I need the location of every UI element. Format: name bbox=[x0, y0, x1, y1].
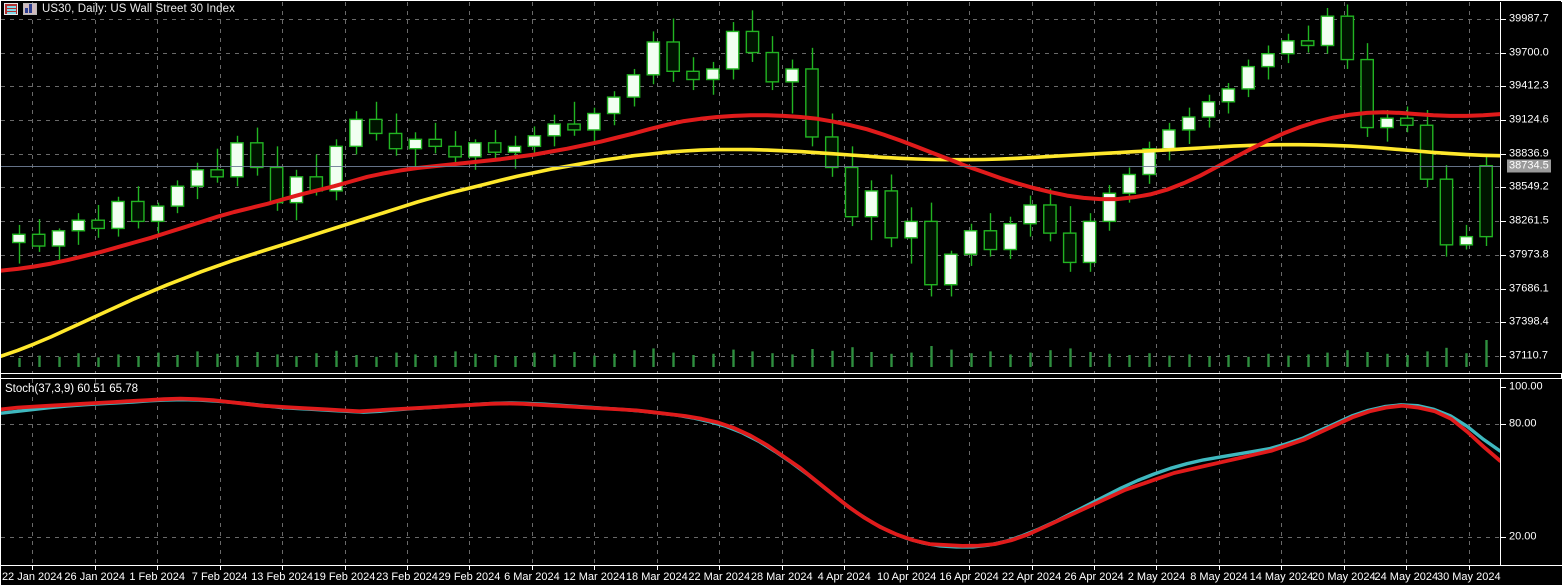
time-axis-label: 30 May 2024 bbox=[1436, 571, 1501, 583]
time-axis-divider bbox=[1, 565, 1562, 566]
price-axis-tick bbox=[1501, 255, 1506, 256]
time-axis-label: 26 Jan 2024 bbox=[64, 571, 125, 583]
time-axis-tick bbox=[594, 566, 595, 570]
price-axis-label: 38549.2 bbox=[1509, 180, 1549, 193]
price-axis-tick bbox=[1501, 289, 1506, 290]
stoch-axis-label: 80.00 bbox=[1509, 417, 1537, 430]
price-axis-label: 39987.7 bbox=[1509, 12, 1549, 25]
stoch-axis-label: 20.00 bbox=[1509, 530, 1537, 543]
price-axis-tick bbox=[1501, 120, 1506, 121]
time-axis-label: 10 Apr 2024 bbox=[876, 571, 937, 583]
time-axis-tick bbox=[1032, 566, 1033, 570]
price-plot-area[interactable] bbox=[1, 2, 1500, 373]
time-axis-label: 18 Mar 2024 bbox=[625, 571, 688, 583]
time-axis-tick bbox=[1344, 566, 1345, 570]
time-axis-tick bbox=[1156, 566, 1157, 570]
price-axis-tick bbox=[1501, 187, 1506, 188]
time-axis-tick bbox=[969, 566, 970, 570]
price-scale-axis[interactable]: 39987.7 39700.0 39412.3 39124.6 38836.9 38549… bbox=[1500, 2, 1562, 373]
time-axis-tick bbox=[657, 566, 658, 570]
time-axis-label: 22 Mar 2024 bbox=[688, 571, 751, 583]
price-axis-label: 37973.8 bbox=[1509, 248, 1549, 261]
time-axis-label: 19 Feb 2024 bbox=[313, 571, 376, 583]
price-axis-label: 39124.6 bbox=[1509, 113, 1549, 126]
price-axis-tick bbox=[1501, 356, 1506, 357]
time-axis-label: 7 Feb 2024 bbox=[191, 571, 248, 583]
time-axis-tick bbox=[719, 566, 720, 570]
stochastic-plot-area[interactable] bbox=[1, 379, 1500, 584]
time-axis-tick bbox=[1094, 566, 1095, 570]
time-axis-tick bbox=[157, 566, 158, 570]
price-axis-tick bbox=[1501, 53, 1506, 54]
price-axis-label: 38836.9 bbox=[1509, 147, 1549, 160]
time-axis-label: 26 Apr 2024 bbox=[1064, 571, 1124, 583]
time-axis-label: 24 May 2024 bbox=[1374, 571, 1439, 583]
time-axis-tick bbox=[407, 566, 408, 570]
time-axis-tick bbox=[469, 566, 470, 570]
time-axis-label: 16 Apr 2024 bbox=[939, 571, 999, 583]
time-axis-tick bbox=[345, 566, 346, 570]
time-axis-label: 29 Feb 2024 bbox=[438, 571, 501, 583]
time-axis-tick bbox=[220, 566, 221, 570]
stochastic-indicator-label: Stoch(37,3,9) 60.51 65.78 bbox=[5, 383, 138, 395]
price-axis-tick bbox=[1501, 154, 1506, 155]
price-axis-label: 39700.0 bbox=[1509, 46, 1549, 59]
time-axis-label: 20 May 2024 bbox=[1312, 571, 1376, 583]
panel-divider-bottom bbox=[1, 378, 1562, 379]
price-axis-tick bbox=[1501, 221, 1506, 222]
current-price-badge[interactable]: 38734.5 bbox=[1507, 159, 1551, 173]
price-axis-label: 37398.4 bbox=[1509, 315, 1549, 328]
time-axis-tick bbox=[782, 566, 783, 570]
stoch-axis-tick bbox=[1501, 424, 1506, 425]
time-axis-tick bbox=[282, 566, 283, 570]
time-axis-label: 8 May 2024 bbox=[1190, 571, 1248, 583]
price-axis-label: 37110.7 bbox=[1509, 349, 1548, 362]
panel-divider-top bbox=[1, 373, 1562, 374]
time-axis-label: 22 Jan 2024 bbox=[1, 571, 63, 583]
time-axis-label: 12 Mar 2024 bbox=[563, 571, 626, 583]
time-axis-tick bbox=[1469, 566, 1470, 570]
price-axis-tick bbox=[1501, 86, 1506, 87]
time-scale-axis[interactable]: 22 Jan 2024 26 Jan 2024 1 Feb 2024 7 Feb 20… bbox=[1, 566, 1562, 585]
stoch-axis-tick bbox=[1501, 537, 1506, 538]
time-axis-label: 4 Apr 2024 bbox=[817, 571, 871, 583]
time-axis-tick bbox=[32, 566, 33, 570]
time-axis-label: 23 Feb 2024 bbox=[376, 571, 438, 583]
time-axis-tick bbox=[844, 566, 845, 570]
time-axis-label: 1 Feb 2024 bbox=[129, 571, 185, 583]
time-axis-label: 28 Mar 2024 bbox=[750, 571, 813, 583]
time-axis-label: 2 May 2024 bbox=[1127, 571, 1186, 583]
price-axis-label: 37686.1 bbox=[1509, 282, 1549, 295]
time-axis-label: 22 Apr 2024 bbox=[1001, 571, 1062, 583]
time-axis-tick bbox=[907, 566, 908, 570]
time-axis-label: 13 Feb 2024 bbox=[251, 571, 313, 583]
price-axis-label: 39412.3 bbox=[1509, 79, 1549, 92]
time-axis-tick bbox=[1406, 566, 1407, 570]
price-axis-tick bbox=[1501, 19, 1506, 20]
stoch-axis-tick bbox=[1501, 387, 1506, 388]
time-axis-tick bbox=[1219, 566, 1220, 570]
stoch-axis-label: 100.00 bbox=[1509, 380, 1543, 393]
price-axis-label: 38261.5 bbox=[1509, 214, 1549, 227]
time-axis-tick bbox=[95, 566, 96, 570]
time-axis-tick bbox=[1281, 566, 1282, 570]
stochastic-panel[interactable] bbox=[1, 379, 1500, 584]
time-axis-tick bbox=[532, 566, 533, 570]
time-axis-label: 14 May 2024 bbox=[1249, 571, 1314, 583]
price-chart-panel[interactable] bbox=[1, 2, 1500, 373]
time-axis-label: 6 Mar 2024 bbox=[504, 571, 560, 583]
price-axis-tick bbox=[1501, 322, 1506, 323]
